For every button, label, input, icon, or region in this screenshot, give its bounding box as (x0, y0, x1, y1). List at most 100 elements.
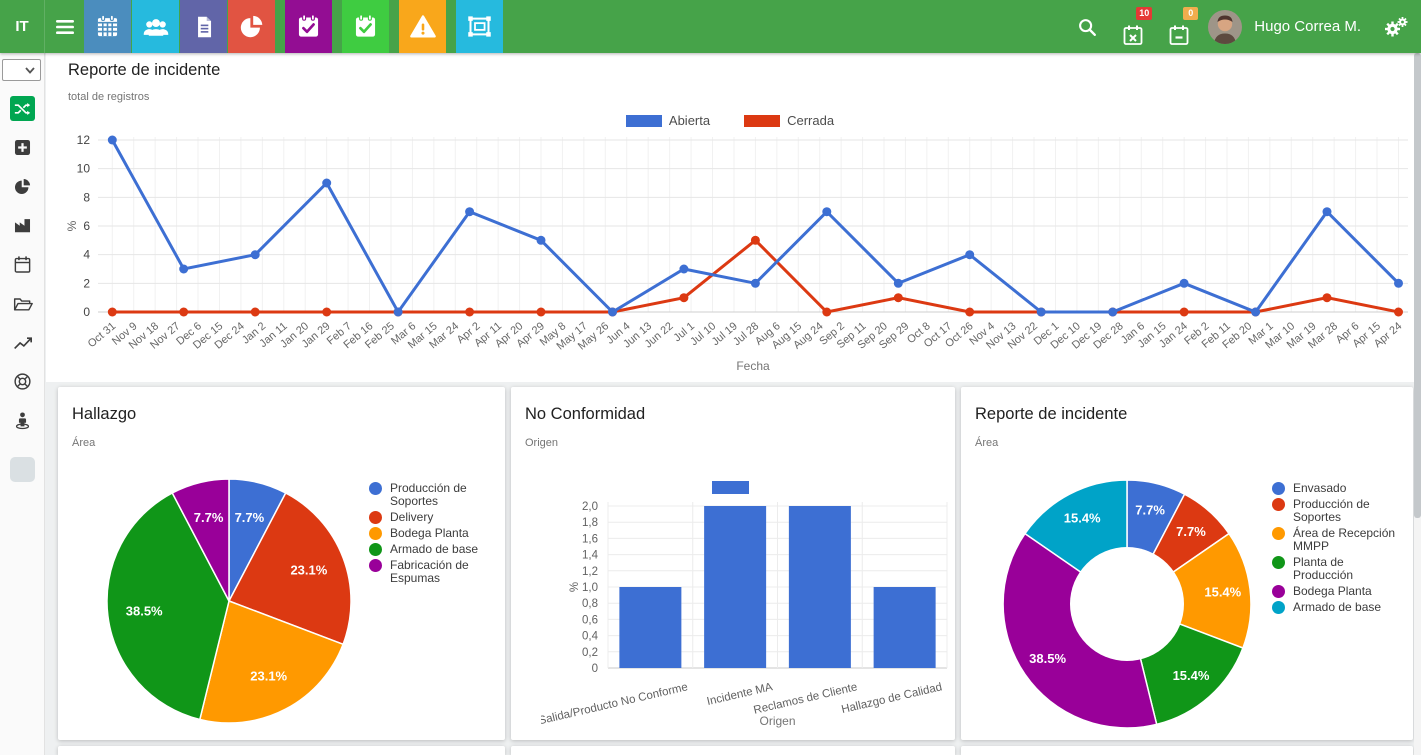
svg-text:4: 4 (83, 248, 90, 262)
scrollbar-thumb[interactable] (1414, 53, 1421, 518)
svg-text:7.7%: 7.7% (194, 510, 224, 525)
legend-label: Producción de Soportes (1293, 497, 1370, 524)
legend-label: Bodega Planta (390, 526, 469, 540)
sidebar-item-add[interactable] (10, 135, 35, 160)
svg-text:6: 6 (83, 219, 90, 233)
no-conformidad-bar-chart[interactable]: 0 0,2 0,4 0,6 0,8 1,0 1,2 1,4 1,6 1,8 2,0 Salida/Pr… (541, 475, 971, 740)
legend-label: Envasado (1293, 481, 1347, 495)
plus-square-icon (14, 139, 31, 156)
calendar-grid-icon (97, 14, 118, 37)
pie-chart-icon (240, 15, 263, 38)
legend-item[interactable]: Área de Recepción MMPP (1272, 527, 1404, 553)
sidebar-item-street-view[interactable] (10, 407, 35, 432)
card-title: No Conformidad (525, 405, 646, 423)
line-chart-icon (13, 336, 32, 349)
legend-item[interactable]: Planta de Producción (1272, 556, 1404, 582)
legend-item[interactable]: Cerrada (744, 113, 834, 128)
legend-item[interactable]: Bodega Planta (1272, 585, 1404, 598)
no-conformidad-card: No Conformidad Origen 0 0,2 0,4 0,6 0,8 1,0 1,… (511, 387, 955, 740)
sidebar-item-industry[interactable] (10, 213, 35, 238)
settings-button[interactable] (1383, 15, 1409, 39)
legend-item[interactable]: Armado de base (1272, 601, 1404, 614)
search-icon (1079, 18, 1097, 36)
user-name[interactable]: Hugo Correa M. (1254, 18, 1361, 35)
search-button[interactable] (1070, 7, 1104, 47)
sidebar-item-lifering[interactable] (10, 369, 35, 394)
sidebar-item-pie-report[interactable] (10, 174, 35, 199)
legend-swatch (369, 543, 382, 556)
chevron-down-icon (25, 67, 35, 74)
sidebar-item-shuffle[interactable] (10, 96, 35, 121)
calendar-check-icon (355, 14, 376, 37)
calendar-icon (14, 256, 31, 273)
user-avatar[interactable] (1208, 9, 1243, 44)
incident-donut-chart[interactable]: 7.7% 7.7% 15.4% 15.4% 38.5% 15.4% (997, 474, 1257, 734)
svg-text:%: % (569, 582, 581, 592)
legend-swatch (625, 114, 662, 127)
legend-item[interactable]: Abierta (625, 113, 710, 128)
svg-text:0,2: 0,2 (582, 647, 598, 659)
legend-item[interactable]: Envasado (1272, 482, 1404, 495)
legend-label: Área de Recepción MMPP (1293, 526, 1396, 553)
shuffle-icon (14, 102, 31, 115)
tile-object-group[interactable] (456, 0, 503, 53)
overdue-badge: 10 (1136, 6, 1153, 20)
app-logo[interactable]: IT (0, 0, 45, 53)
vertical-scrollbar[interactable] (1414, 53, 1421, 755)
legend-item[interactable]: Fabricación de Espumas (369, 559, 509, 585)
life-ring-icon (14, 373, 31, 390)
card-title: Hallazgo (72, 405, 137, 423)
next-row-card-stub (961, 746, 1413, 755)
svg-text:38.5%: 38.5% (126, 603, 163, 618)
svg-text:1,2: 1,2 (582, 566, 598, 578)
legend-item[interactable]: Bodega Planta (369, 527, 509, 540)
legend-swatch (744, 114, 781, 127)
svg-text:Origen: Origen (759, 714, 795, 728)
menu-toggle-button[interactable] (45, 0, 84, 53)
svg-text:10: 10 (77, 162, 91, 176)
hallazgo-pie-chart[interactable]: 7.7% 23.1% 23.1% 38.5% 7.7% (99, 471, 359, 731)
sidebar-item-trend[interactable] (10, 330, 35, 355)
tile-calendar-check-purple[interactable] (285, 0, 332, 53)
svg-text:38.5%: 38.5% (1029, 651, 1066, 666)
legend-item[interactable]: Producción de Soportes (369, 482, 509, 508)
hallazgo-card: Hallazgo Área 7.7% 23.1% 23.1% 38.5% 7.7% Pr… (58, 387, 505, 740)
warning-icon (409, 14, 436, 37)
legend-item[interactable]: Armado de base (369, 543, 509, 556)
tile-pie-chart[interactable] (228, 0, 275, 53)
sidebar-item-folder[interactable] (10, 291, 35, 316)
legend-item[interactable]: Delivery (369, 511, 509, 524)
tile-users[interactable] (132, 0, 179, 53)
bar-legend-swatch (712, 481, 749, 494)
svg-text:2: 2 (83, 276, 90, 290)
tile-document[interactable] (180, 0, 227, 53)
tile-warning[interactable] (399, 0, 446, 53)
svg-text:Fecha: Fecha (736, 359, 770, 373)
svg-text:15.4%: 15.4% (1173, 668, 1210, 683)
notifications-pending-button[interactable]: 0 (1162, 6, 1199, 47)
hallazgo-legend: Producción de Soportes Delivery Bodega Pla… (369, 482, 509, 588)
sidebar-item-calendar[interactable] (10, 252, 35, 277)
card-subtitle: Área (975, 437, 999, 449)
svg-text:7.7%: 7.7% (235, 510, 265, 525)
tile-calendar[interactable] (84, 0, 131, 53)
svg-text:0,6: 0,6 (582, 614, 598, 626)
notifications-overdue-button[interactable]: 10 (1116, 6, 1153, 47)
svg-text:1,8: 1,8 (582, 517, 598, 529)
sidebar-select[interactable] (2, 59, 41, 81)
tile-calendar-check-green[interactable] (342, 0, 389, 53)
svg-text:15.4%: 15.4% (1204, 584, 1241, 599)
panel-title: Reporte de incidente (68, 61, 221, 79)
legend-label: Armado de base (1293, 600, 1382, 614)
left-sidebar (0, 53, 45, 755)
calendar-minus-icon (1169, 25, 1189, 45)
panel-subtitle: total de registros (68, 91, 150, 103)
legend-item[interactable]: Producción de Soportes (1272, 498, 1404, 524)
users-icon (143, 18, 168, 36)
legend-swatch (1272, 601, 1285, 614)
svg-text:1,6: 1,6 (582, 533, 598, 545)
legend-swatch (1272, 556, 1285, 569)
legend-swatch (369, 482, 382, 495)
